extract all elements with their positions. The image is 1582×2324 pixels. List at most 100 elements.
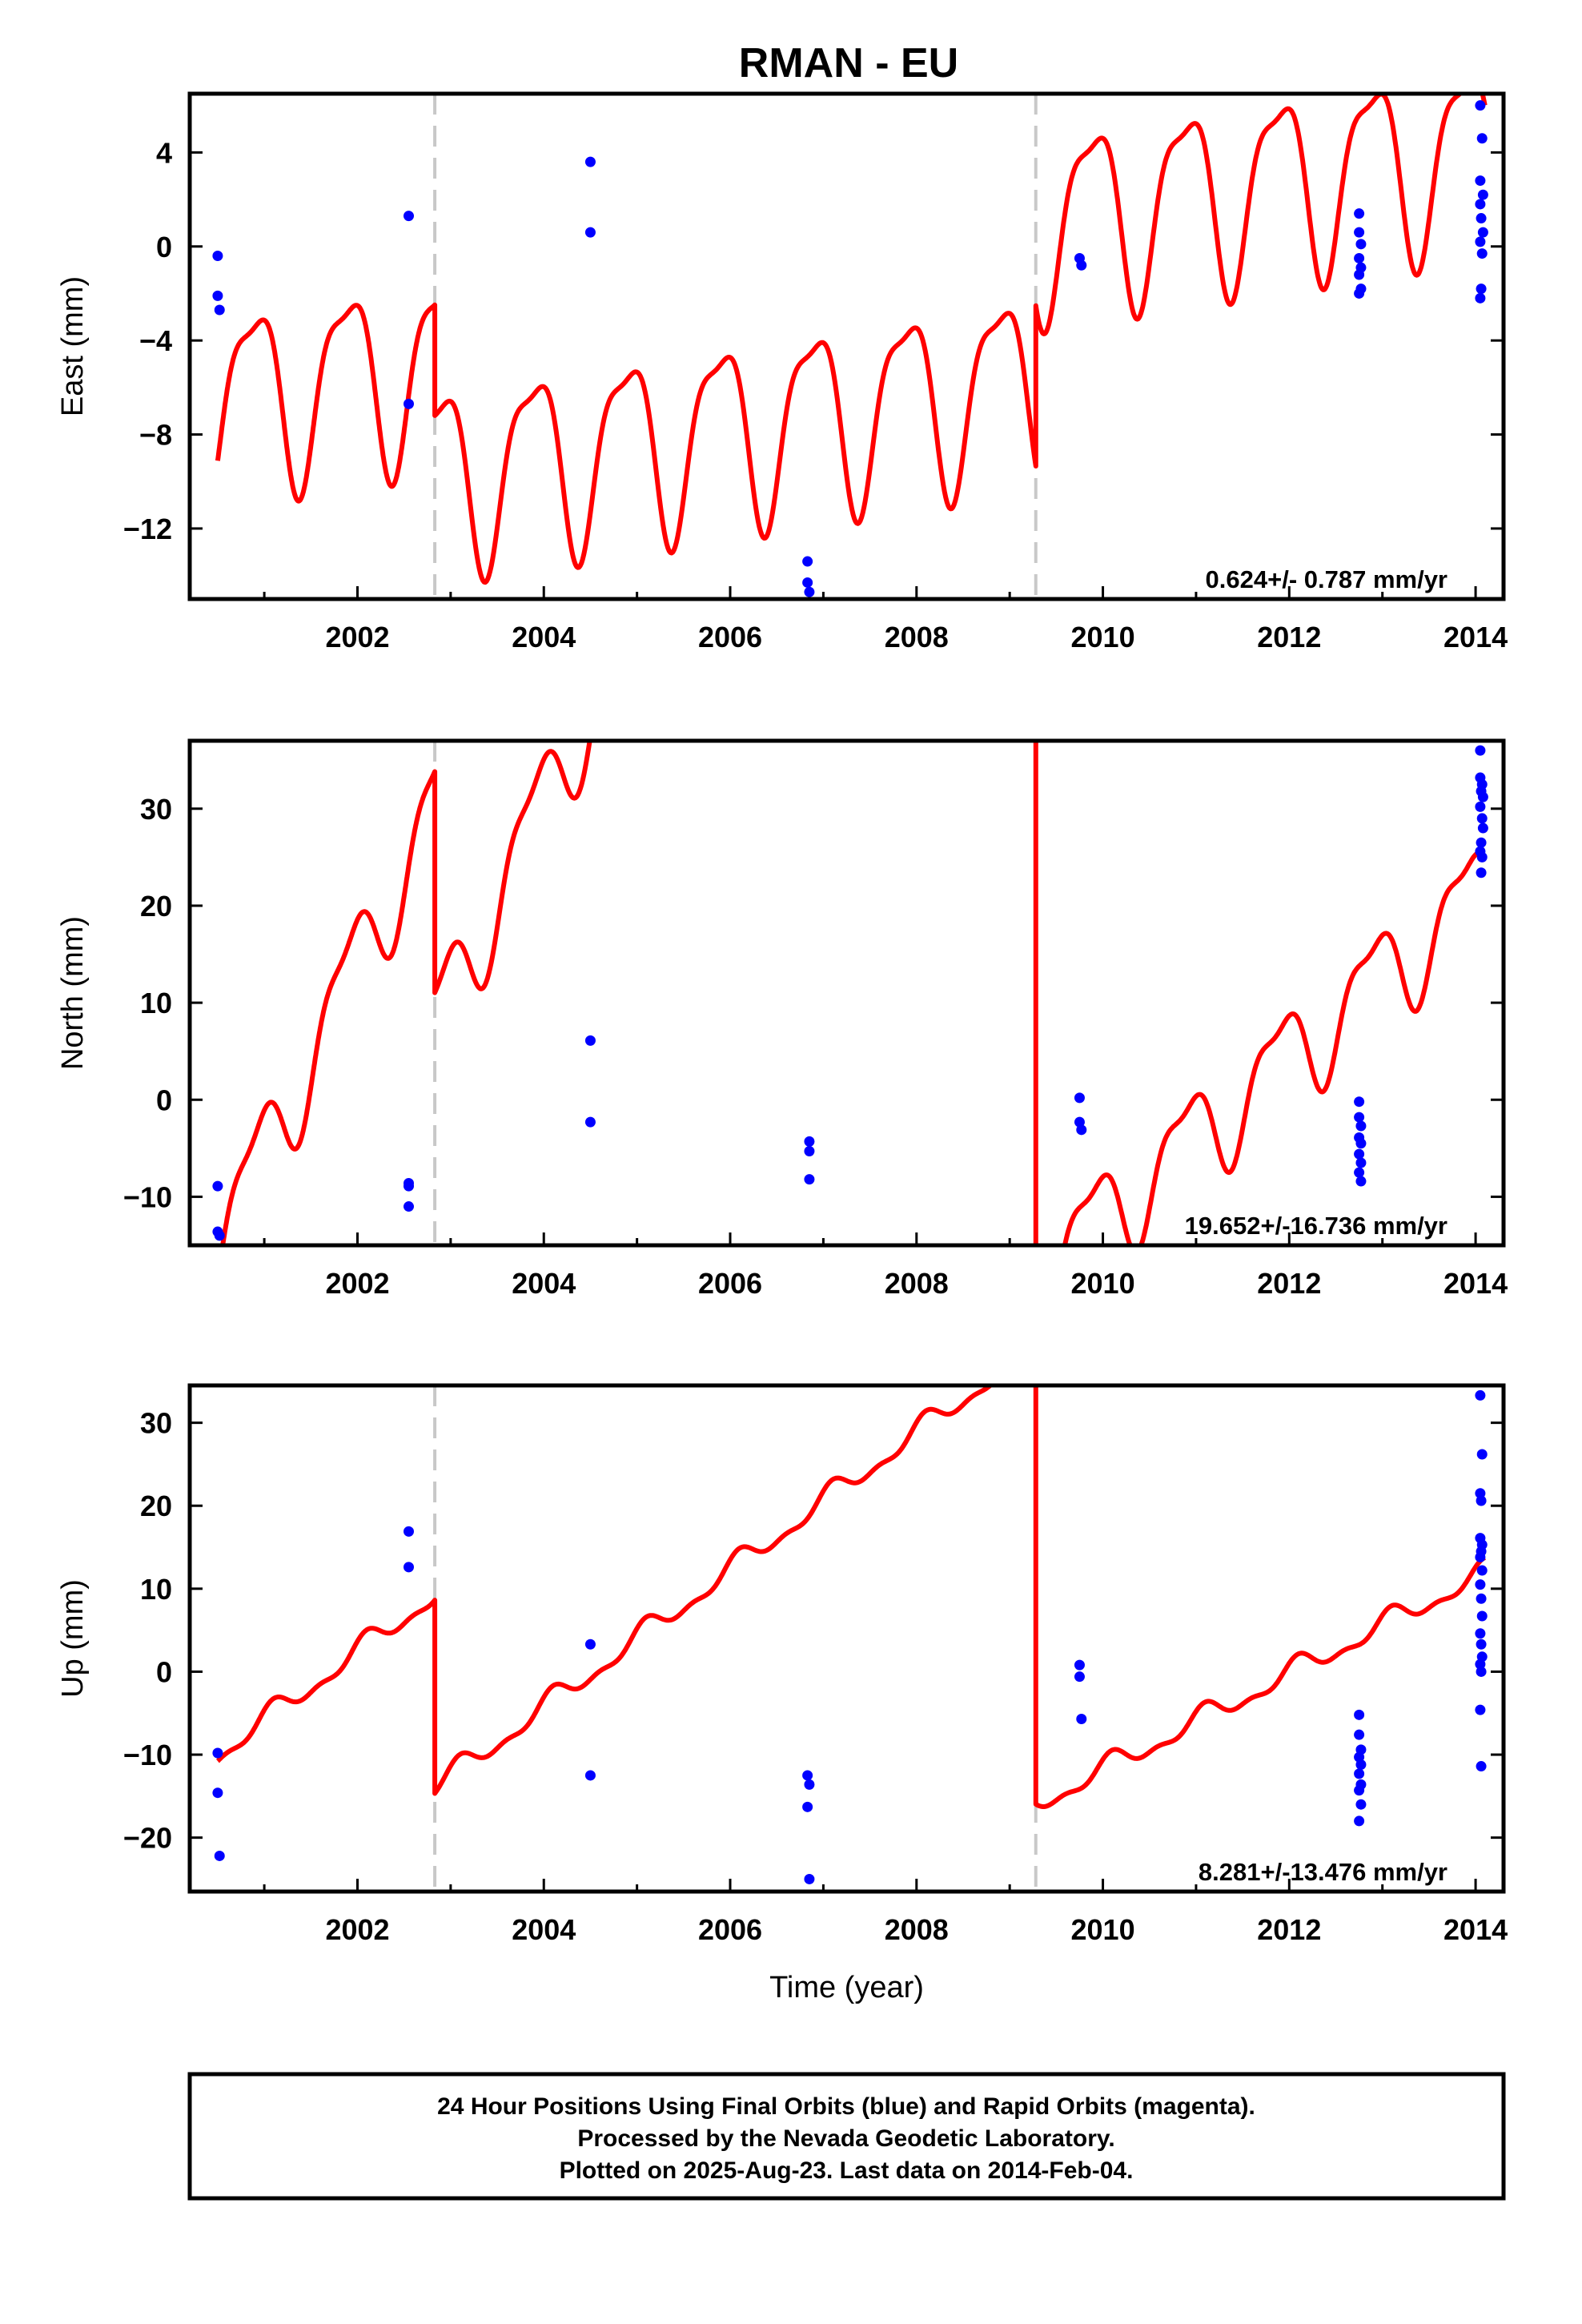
- data-point: [1476, 213, 1487, 224]
- data-point: [1354, 269, 1365, 280]
- x-tick-label: 2014: [1443, 621, 1508, 653]
- data-point: [802, 1801, 813, 1812]
- data-point: [584, 156, 596, 167]
- data-point: [1355, 1138, 1367, 1149]
- data-point: [802, 1770, 813, 1781]
- data-point: [804, 586, 815, 597]
- data-point: [1354, 287, 1365, 299]
- data-point: [404, 1180, 414, 1192]
- data-point: [212, 1180, 223, 1192]
- data-point: [404, 398, 414, 409]
- footer-line-1: 24 Hour Positions Using Final Orbits (bl…: [437, 2093, 1255, 2120]
- data-point: [1476, 1610, 1488, 1622]
- data-point: [1476, 837, 1487, 848]
- data-point: [1354, 1815, 1365, 1827]
- plot-area: [212, 741, 1488, 1245]
- data-point: [1475, 175, 1486, 187]
- data-point: [1355, 1157, 1367, 1168]
- data-point: [1354, 1148, 1365, 1160]
- data-point: [1475, 100, 1486, 111]
- data-point: [1355, 239, 1367, 250]
- x-tick-label: 2008: [885, 621, 949, 653]
- plot-area: [212, 1385, 1488, 1884]
- data-point: [1355, 1176, 1367, 1187]
- x-tick-label: 2014: [1443, 1913, 1508, 1946]
- data-point: [214, 1850, 225, 1861]
- y-tick-label: −10: [123, 1739, 172, 1771]
- y-axis-label: Up (mm): [56, 1579, 90, 1698]
- panel-1: 2002 2004 2006 2008 2010 2012 2014 −12 −8 −4 0 4 Eas…: [56, 91, 1508, 653]
- data-point: [212, 1747, 223, 1759]
- data-point: [404, 1526, 414, 1537]
- data-point: [212, 290, 223, 301]
- x-tick-label: 2004: [512, 621, 576, 653]
- x-tick-label: 2010: [1071, 1913, 1135, 1946]
- data-point: [214, 304, 225, 316]
- data-point: [1476, 1495, 1487, 1506]
- y-axis-label: North (mm): [56, 916, 90, 1070]
- y-tick-label: 30: [140, 793, 172, 826]
- data-point: [1476, 1565, 1488, 1576]
- x-tick-label: 2006: [698, 621, 762, 653]
- x-tick-label: 2002: [325, 1267, 389, 1300]
- data-point: [1475, 1628, 1486, 1639]
- data-point: [1476, 1761, 1487, 1772]
- data-point: [804, 1136, 815, 1147]
- data-point: [804, 1145, 815, 1156]
- data-point: [1476, 867, 1487, 879]
- data-point: [1475, 236, 1486, 247]
- data-point: [1076, 1124, 1087, 1136]
- data-point: [212, 1787, 223, 1799]
- data-point: [1354, 1167, 1365, 1178]
- x-tick-label: 2006: [698, 1913, 762, 1946]
- model-line: [215, 94, 1488, 585]
- y-tick-label: −20: [123, 1822, 172, 1855]
- data-point: [1475, 1389, 1486, 1401]
- x-tick-label: 2004: [512, 1267, 576, 1300]
- panel-2: 2002 2004 2006 2008 2010 2012 2014 −10 0 10 20 30 No…: [56, 738, 1508, 1300]
- data-point: [1476, 851, 1488, 862]
- data-point: [1477, 227, 1488, 238]
- data-point: [1476, 1593, 1487, 1604]
- y-tick-label: 4: [156, 136, 172, 169]
- data-point: [1354, 1709, 1365, 1720]
- footer-line-2: Processed by the Nevada Geodetic Laborat…: [577, 2125, 1114, 2152]
- data-point: [584, 1770, 596, 1781]
- x-axis-label: Time (year): [769, 1971, 924, 2004]
- data-point: [1476, 133, 1488, 144]
- model-line: [220, 741, 1488, 1245]
- data-point: [1354, 208, 1365, 219]
- data-point: [404, 211, 414, 222]
- data-point: [212, 251, 223, 262]
- data-point: [1476, 1449, 1488, 1460]
- y-tick-label: 0: [156, 1655, 172, 1688]
- data-point: [1475, 801, 1486, 812]
- data-point: [1476, 1666, 1487, 1677]
- data-point: [1076, 259, 1087, 271]
- data-point: [1074, 1659, 1085, 1671]
- y-tick-label: 20: [140, 1490, 172, 1522]
- data-point: [1476, 813, 1488, 824]
- data-point: [1074, 1092, 1085, 1104]
- data-point: [1354, 1729, 1365, 1740]
- data-point: [1475, 199, 1486, 210]
- plot-frame: [187, 738, 1506, 1248]
- data-point: [1476, 248, 1488, 259]
- data-point: [1475, 1704, 1486, 1715]
- x-tick-label: 2002: [325, 621, 389, 653]
- footer-line-3: Plotted on 2025-Aug-23. Last data on 201…: [560, 2157, 1134, 2184]
- data-point: [1355, 1120, 1367, 1132]
- x-tick-label: 2004: [512, 1913, 576, 1946]
- data-point: [1475, 292, 1486, 304]
- data-point: [1475, 745, 1486, 756]
- data-point: [1074, 1116, 1085, 1128]
- y-tick-label: 30: [140, 1407, 172, 1440]
- data-point: [584, 1638, 596, 1650]
- rate-label: 8.281+/-13.476 mm/yr: [1199, 1858, 1447, 1886]
- x-tick-label: 2008: [885, 1913, 949, 1946]
- footer-box: 24 Hour Positions Using Final Orbits (bl…: [187, 2072, 1506, 2201]
- data-point: [584, 1035, 596, 1046]
- plot-frame: [187, 91, 1506, 601]
- y-tick-label: 10: [140, 987, 172, 1019]
- data-point: [1354, 1768, 1365, 1779]
